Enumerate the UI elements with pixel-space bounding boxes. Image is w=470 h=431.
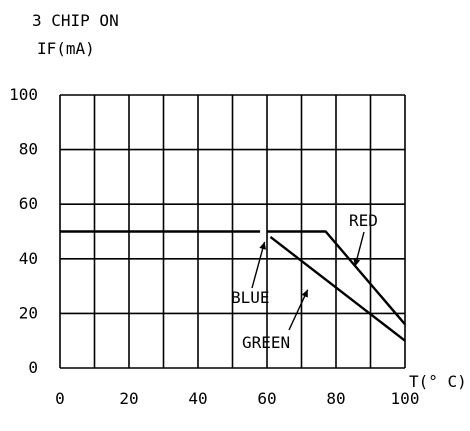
tick-labels: 0 20 40 60 80 100 0 20 40 60 80 100 (9, 85, 419, 408)
series-label-blue: BLUE (231, 288, 270, 307)
x-tick-label: 100 (391, 389, 420, 408)
x-axis-label: T(° C) (409, 372, 467, 391)
y-tick-label: 20 (19, 303, 38, 322)
x-tick-label: 40 (188, 389, 207, 408)
y-tick-label: 60 (19, 194, 38, 213)
x-tick-label: 80 (326, 389, 345, 408)
series-label-red: RED (349, 211, 378, 230)
series-line-green (269, 236, 406, 342)
legend-pointers (251, 231, 365, 331)
series-line-red (267, 230, 406, 326)
pointer-line-blue (251, 241, 266, 289)
series-labels: RED BLUE GREEN (231, 211, 378, 352)
pointer-arrowhead-green (301, 289, 308, 298)
x-tick-label: 0 (55, 389, 65, 408)
chart-title: 3 CHIP ON (32, 11, 119, 30)
y-axis-label: IF(mA) (37, 39, 95, 58)
y-tick-label: 40 (19, 249, 38, 268)
y-tick-label: 100 (9, 85, 38, 104)
series-label-green: GREEN (242, 333, 290, 352)
x-tick-label: 20 (119, 389, 138, 408)
y-tick-label: 0 (28, 358, 38, 377)
x-tick-label: 60 (257, 389, 276, 408)
pointer-arrowhead-red (353, 258, 361, 267)
y-tick-label: 80 (19, 140, 38, 159)
series-lines (60, 230, 406, 342)
pointer-line-green (288, 289, 309, 331)
pointer-arrowhead-blue (259, 241, 267, 250)
